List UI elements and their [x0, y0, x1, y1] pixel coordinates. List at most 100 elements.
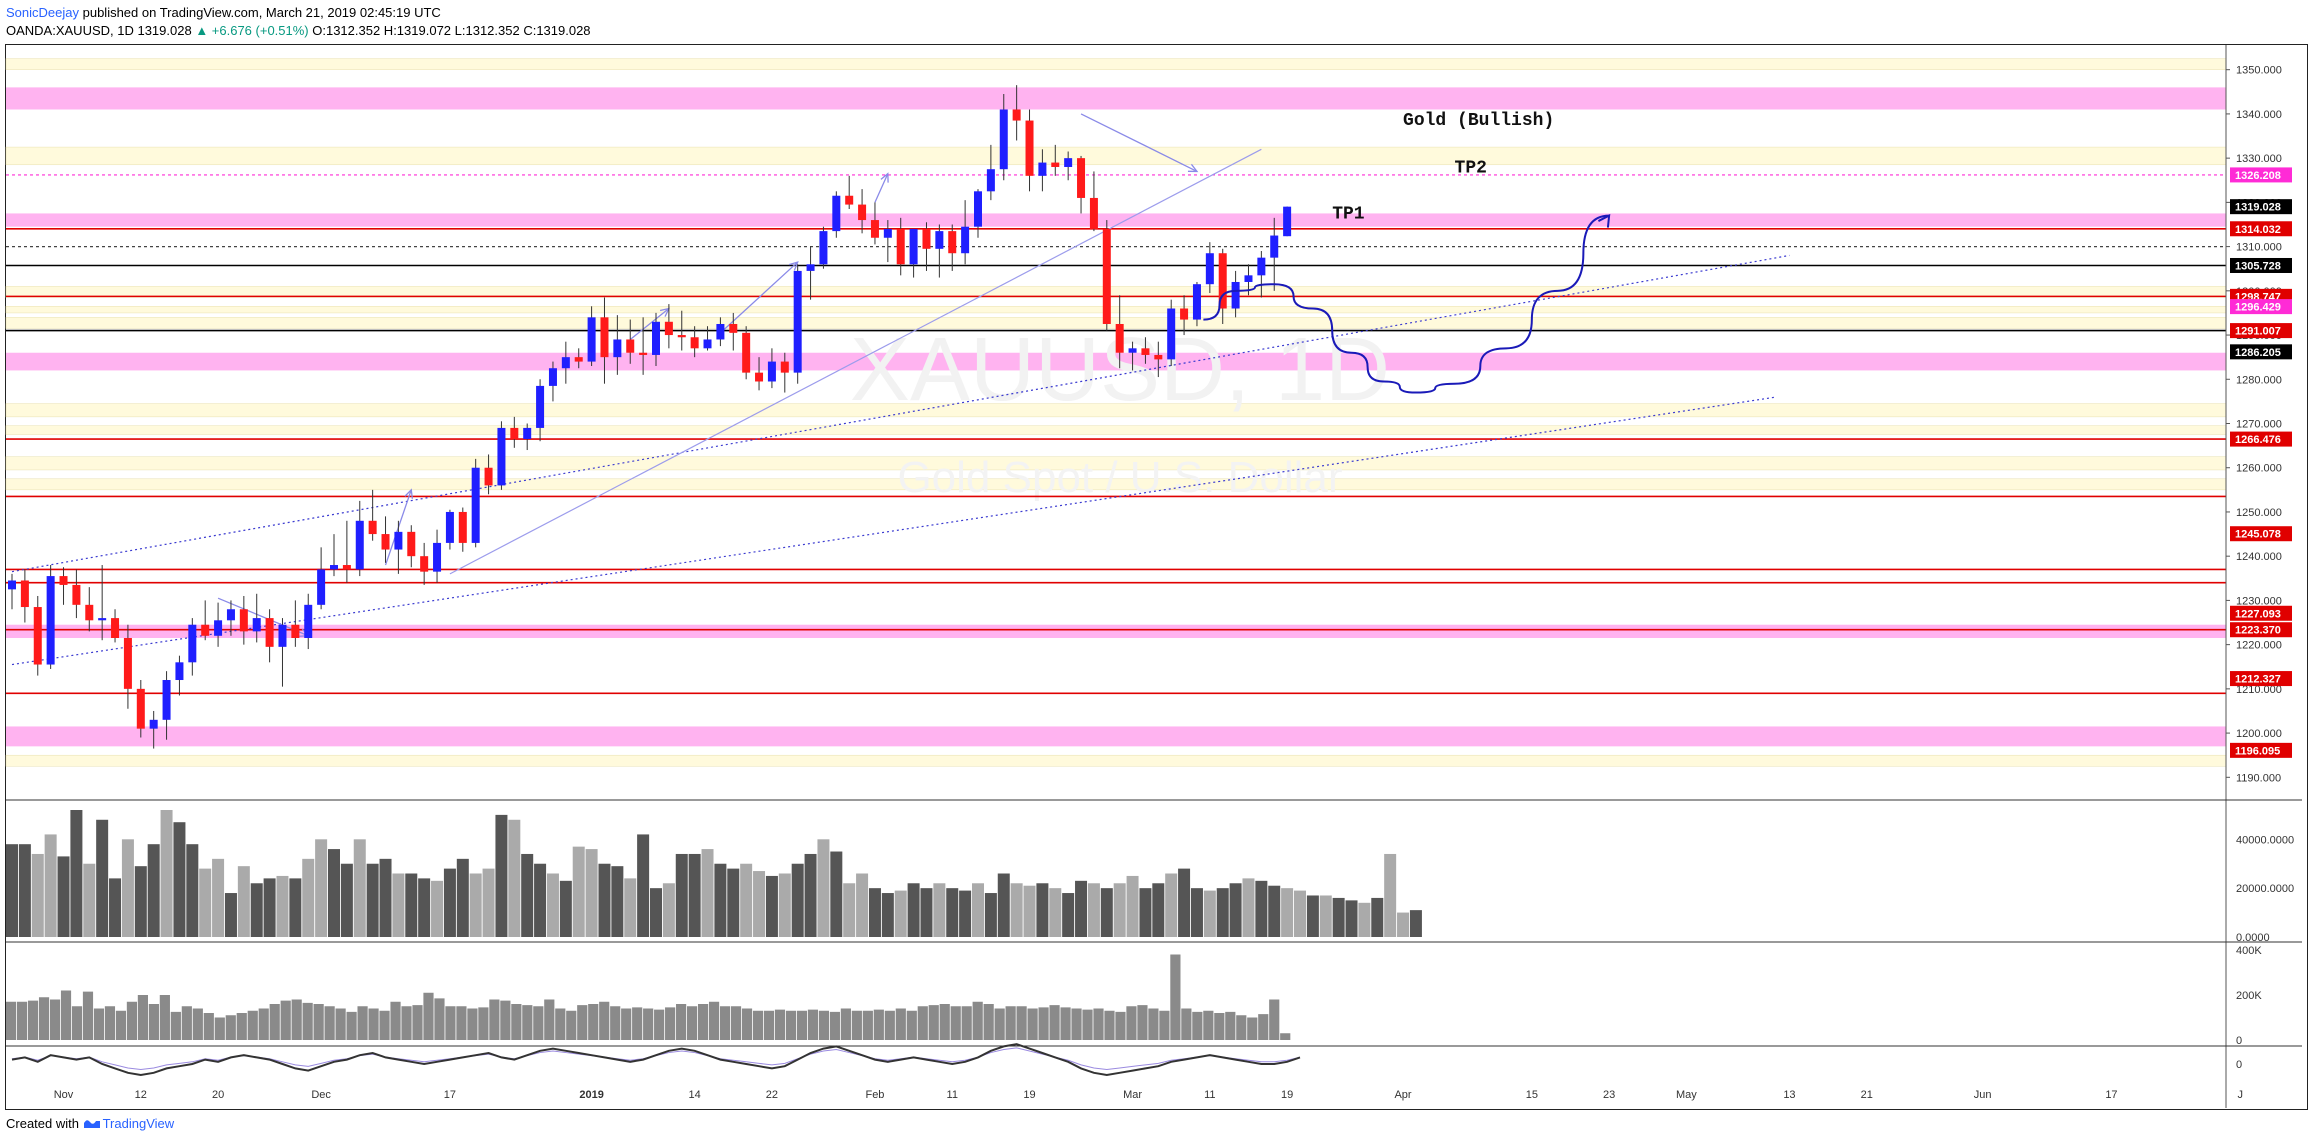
candle: [819, 226, 828, 269]
volume-bar: [134, 866, 147, 937]
price-level-tag-text: 1314.032: [2235, 224, 2281, 236]
arrow-head: [1187, 163, 1199, 173]
volume-bar: [1075, 880, 1088, 937]
candle: [123, 624, 132, 709]
candle: [548, 361, 557, 402]
obv-bar: [1181, 1008, 1192, 1040]
obv-bar: [818, 1010, 829, 1040]
obv-bar: [1060, 1007, 1071, 1040]
level-line-layer: [6, 174, 2226, 695]
obv-bar: [1038, 1007, 1049, 1040]
candle: [845, 175, 854, 210]
volume-bar: [817, 839, 830, 937]
volume-bar: [611, 866, 624, 937]
obv-bar: [1049, 1005, 1060, 1040]
obv-bar: [752, 1010, 764, 1040]
candle: [20, 569, 29, 623]
volume-bar: [57, 856, 70, 937]
obv-bar: [610, 1006, 621, 1040]
candle: [780, 352, 789, 393]
candle-body: [639, 352, 648, 355]
candle: [742, 326, 751, 380]
chart-footer: Created with TradingView: [6, 1114, 174, 1134]
price-level-tag-bg: [2230, 323, 2292, 339]
candle-body: [72, 584, 81, 605]
price-tick-label: 1340.000: [2236, 109, 2282, 121]
volume-bar: [405, 873, 418, 937]
price-tick-label: 1260.000: [2236, 463, 2282, 475]
volume-bar: [121, 839, 134, 937]
volume-bar: [572, 846, 585, 937]
price-tick-label: 1220.000: [2236, 640, 2282, 652]
zone-band: [5, 425, 2227, 435]
obv-pane: 400K 200K 0: [6, 945, 2262, 1047]
obv-bar: [632, 1007, 643, 1040]
volume-bar: [1384, 853, 1397, 937]
price-tick-label: 1190.000: [2236, 772, 2281, 784]
price-tick-label: 1350.000: [2236, 65, 2282, 77]
obv-bar: [1104, 1010, 1115, 1040]
price-change: ▲ +6.676 (+0.51%): [195, 23, 309, 38]
obv-bar: [730, 1006, 742, 1040]
candle: [33, 595, 42, 676]
volume-bar: [843, 883, 856, 937]
candle: [1038, 149, 1047, 192]
volume-bar: [894, 890, 907, 937]
candle: [793, 264, 802, 384]
candle: [716, 317, 725, 347]
price-tick-label: 1270.000: [2236, 419, 2282, 431]
candle: [85, 587, 94, 632]
volume-bar: [328, 849, 340, 937]
obv-bar: [840, 1008, 851, 1040]
candle-body: [98, 618, 107, 621]
obv-bar: [115, 1010, 127, 1040]
time-tick-label: Nov: [54, 1089, 74, 1101]
candle-body: [33, 607, 42, 665]
time-tick-label: Apr: [1394, 1089, 1411, 1101]
volume-bar: [443, 868, 456, 937]
candle-body: [458, 511, 467, 543]
candle: [832, 191, 841, 238]
candle-body: [368, 520, 377, 535]
price-level-tag: 1319.028: [2230, 199, 2292, 215]
volume-bar: [701, 849, 714, 937]
candle: [420, 542, 429, 585]
candle: [1205, 242, 1214, 294]
time-tick-label: Feb: [865, 1089, 884, 1101]
candle-body: [780, 361, 789, 373]
candle: [561, 341, 570, 384]
volume-bar: [1345, 900, 1358, 937]
candle: [626, 319, 635, 364]
candle-body: [226, 609, 235, 621]
chart-annotation: TP2: [1455, 158, 1487, 178]
candle-body: [986, 169, 995, 192]
price-axis: 1190.000 1200.000 1210.000 1220.000 1230.000…: [2225, 45, 2292, 1108]
time-tick-label: 19: [1281, 1089, 1293, 1101]
obv-bar: [555, 1008, 566, 1040]
candle-body: [755, 372, 764, 382]
volume-bar: [972, 883, 984, 937]
candle-body: [1102, 228, 1111, 324]
volume-bar: [276, 875, 289, 937]
candle: [291, 600, 300, 647]
volume-bar: [263, 878, 276, 937]
volume-bar: [688, 853, 701, 937]
candle-body: [123, 637, 132, 689]
volume-bar: [1126, 875, 1139, 937]
candle: [690, 326, 699, 358]
obv-bar: [1258, 1014, 1269, 1040]
tradingview-brand-link[interactable]: TradingView: [102, 1116, 175, 1131]
candle: [201, 600, 210, 641]
candle-body: [265, 618, 274, 647]
obv-bar: [1082, 1009, 1093, 1040]
author-link[interactable]: SonicDeejay: [6, 5, 79, 20]
obv-bar: [291, 999, 302, 1040]
candle-body: [111, 618, 120, 638]
arrow-shaft: [874, 173, 889, 203]
obv-bar: [884, 1010, 895, 1040]
volume-bar: [199, 868, 212, 937]
candle-body: [136, 688, 145, 729]
candle: [188, 618, 197, 676]
volume-bar: [1023, 885, 1036, 937]
